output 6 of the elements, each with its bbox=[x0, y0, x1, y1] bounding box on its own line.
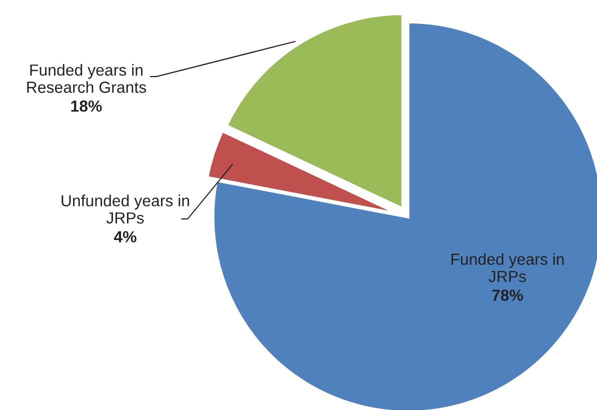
data-label: 18% bbox=[71, 100, 102, 112]
slice-label: Funded years in Research Grants bbox=[27, 64, 146, 93]
slice-label: Funded years in JRPs bbox=[451, 253, 564, 282]
data-label: 78% bbox=[492, 290, 524, 301]
data-label: 4% bbox=[114, 231, 136, 242]
slice-label: Unfunded years in JRPs bbox=[62, 194, 190, 224]
